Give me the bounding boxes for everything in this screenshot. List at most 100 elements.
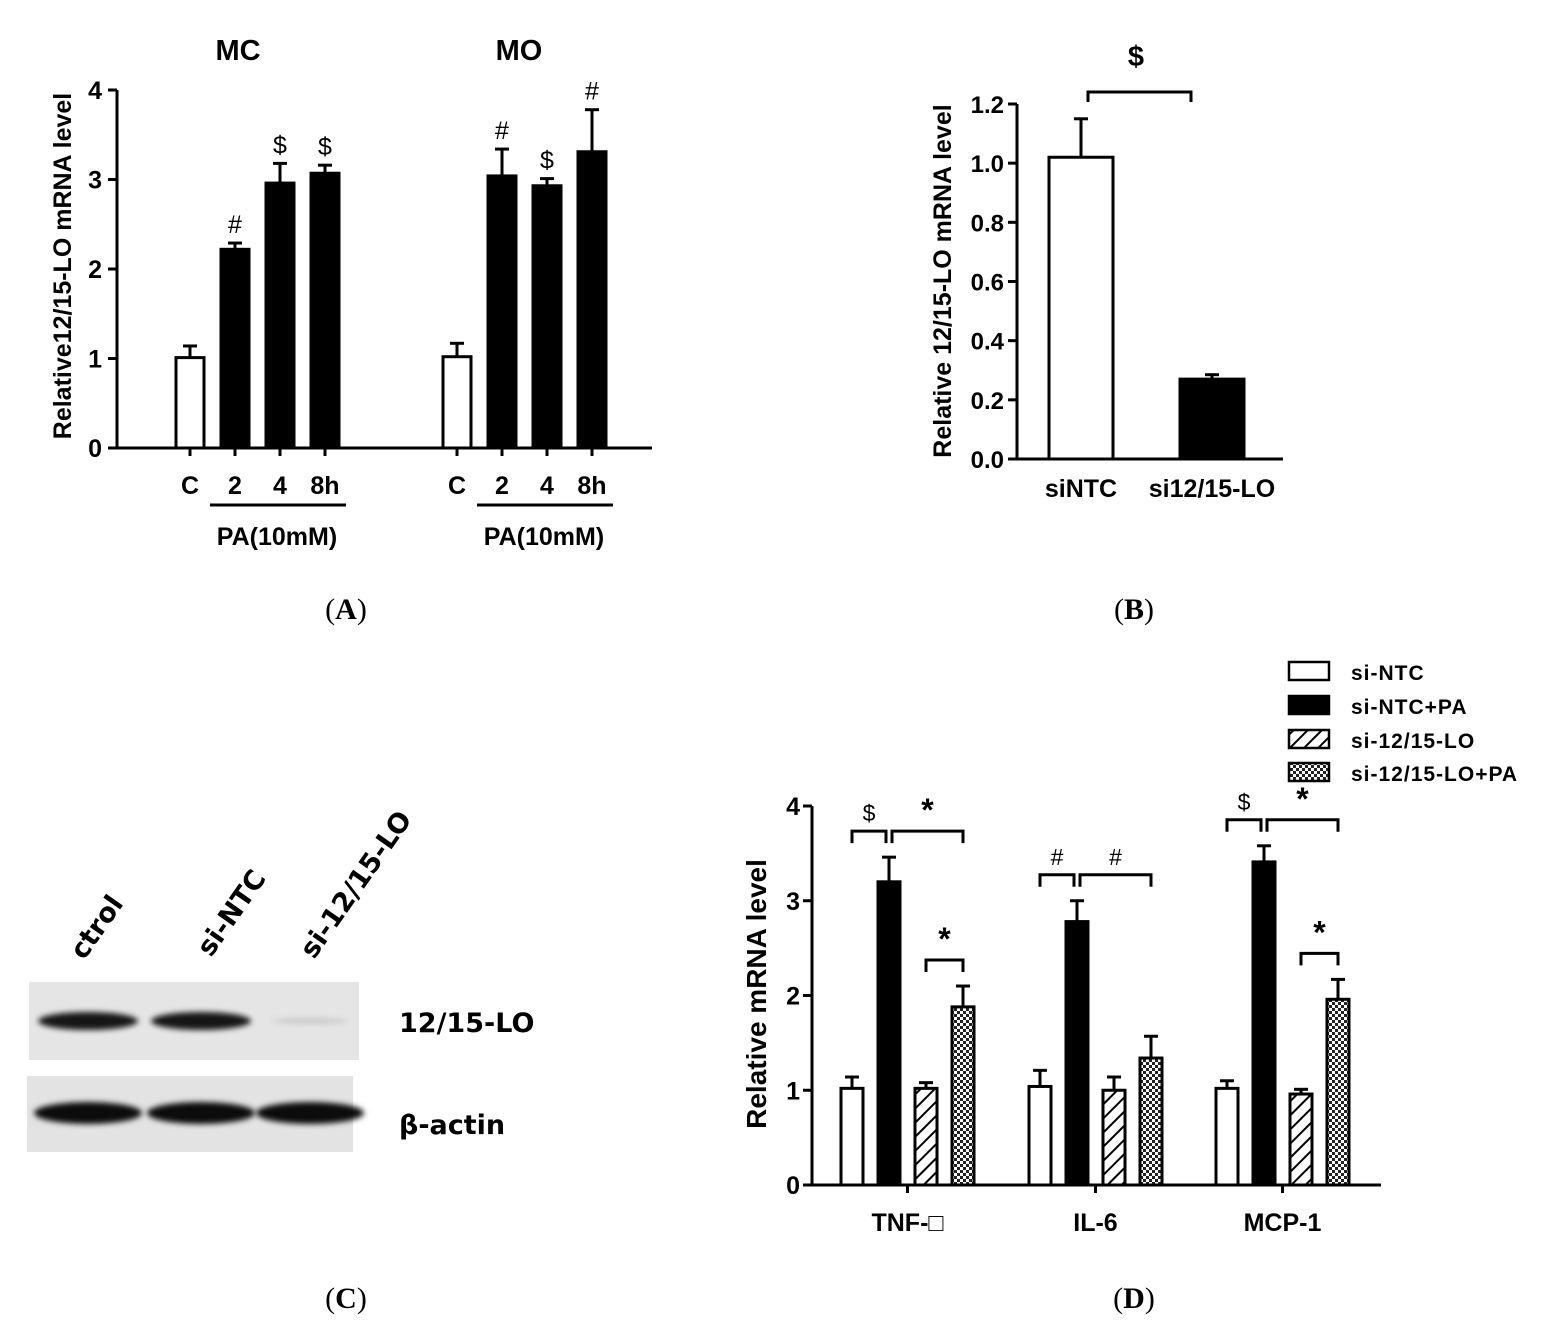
blot-lane-label-si-ntc: si-NTC bbox=[191, 864, 272, 962]
panel-a-significance-mark: $ bbox=[273, 131, 287, 159]
panel-d-x-tick-label: IL-6 bbox=[1073, 1209, 1117, 1237]
panel-d-legend-swatch bbox=[1287, 728, 1331, 750]
panel-a-bar bbox=[441, 355, 473, 450]
panel-d-legend: si-NTC si-NTC+PA si-12/15-LO si-12/15-LO+PA bbox=[1287, 660, 1518, 786]
panel-d-significance-mark: * bbox=[1296, 781, 1309, 817]
panel-d-legend-label: si-NTC bbox=[1351, 662, 1425, 685]
caption-b: (B) bbox=[1114, 593, 1154, 626]
panel-a-group-title-mo: MO bbox=[496, 35, 543, 67]
panel-a-bar bbox=[264, 181, 296, 450]
panel-d-legend-label: si-NTC+PA bbox=[1351, 696, 1468, 719]
panel-d-bar bbox=[839, 1086, 865, 1187]
panel-a-x-tick-label: 8h bbox=[577, 472, 606, 500]
panel-b-significance-bracket bbox=[1086, 90, 1193, 102]
panel-d-significance-mark: # bbox=[1109, 844, 1122, 870]
panel-d-legend-label: si-12/15-LO bbox=[1351, 730, 1475, 753]
panel-d-x-tick-label: TNF-□ bbox=[871, 1209, 944, 1237]
panel-a-y-tick-label: 3 bbox=[88, 167, 102, 195]
panel-d-legend-swatch bbox=[1287, 694, 1331, 716]
panel-d-bar bbox=[1288, 1092, 1314, 1187]
panel-d-significance-mark: $ bbox=[863, 800, 876, 826]
panel-b-x-tick-label: siNTC bbox=[1045, 475, 1117, 503]
panel-b-chart: 0.0 0.2 0.4 0.6 0.8 1.0 1.2 siNTC si12/15-LO Re… bbox=[929, 41, 1283, 503]
panel-d-y-tick-label: 0 bbox=[786, 1172, 800, 1200]
panel-d-significance-mark: * bbox=[921, 792, 934, 828]
panel-b-y-tick-label: 1.0 bbox=[971, 151, 1004, 178]
panel-b-bar bbox=[1178, 377, 1246, 461]
panel-b-y-label: Relative 12/15-LO mRNA level bbox=[929, 104, 957, 457]
panel-a-bar bbox=[486, 174, 518, 450]
panel-d-legend-label: si-12/15-LO+PA bbox=[1351, 763, 1518, 786]
panel-a-pa-label-mo: PA(10mM) bbox=[484, 523, 604, 551]
panel-d-bar bbox=[1138, 1056, 1164, 1187]
panel-a-group-title-mc: MC bbox=[215, 35, 260, 67]
blot-band bbox=[151, 1012, 251, 1030]
panel-a-chart: 0 1 2 3 4 C 2 #4 $8h $ C 2 #4 $8h # Relative12/15-LO … bbox=[49, 35, 652, 551]
blot-band bbox=[256, 1102, 364, 1124]
blot-band bbox=[272, 1018, 348, 1024]
panel-a-y-tick-label: 0 bbox=[88, 435, 102, 463]
panel-d-legend-swatch bbox=[1287, 761, 1331, 783]
panel-d-significance-bracket bbox=[890, 829, 965, 844]
panel-a-bar bbox=[174, 356, 206, 450]
blot-row-label-beta-actin: β-actin bbox=[399, 1110, 505, 1141]
panel-b-y-tick-label: 0.2 bbox=[971, 388, 1004, 415]
panel-b-y-tick-label: 0.4 bbox=[971, 329, 1005, 356]
panel-d-x-tick-label: MCP-1 bbox=[1244, 1209, 1322, 1237]
panel-d-y-tick-label: 1 bbox=[786, 1077, 800, 1105]
caption-d: (D) bbox=[1113, 1282, 1155, 1315]
panel-a-bar bbox=[219, 247, 251, 450]
blot-lane-label-ctrol: ctrol bbox=[64, 890, 130, 965]
panel-d-significance-bracket bbox=[1225, 818, 1263, 832]
panel-d-bar bbox=[1251, 860, 1277, 1187]
panel-a-significance-mark: $ bbox=[540, 147, 554, 175]
panel-d-chart: 0 1 2 3 4 TNF-□ IL-6 MCP-1 $ * * # # $ * * Relative m… bbox=[741, 660, 1518, 1237]
panel-d-y-tick-label: 4 bbox=[786, 793, 800, 821]
panel-d-bar bbox=[1214, 1086, 1240, 1187]
panel-a-y-label: Relative12/15-LO mRNA level bbox=[49, 93, 77, 439]
panel-a-x-tick-label: 4 bbox=[273, 472, 287, 500]
panel-a-x-tick-label: C bbox=[181, 472, 199, 500]
panel-d-significance-bracket bbox=[850, 829, 888, 844]
panel-d-bar bbox=[1027, 1084, 1053, 1187]
panel-a-bar bbox=[309, 171, 341, 450]
blot-band bbox=[34, 1102, 142, 1124]
panel-b-y-tick-label: 0.8 bbox=[971, 210, 1004, 237]
panel-b-y-tick-label: 0.6 bbox=[971, 270, 1004, 297]
panel-a-x-tick-label: 8h bbox=[310, 472, 339, 500]
panel-a-significance-mark: # bbox=[585, 78, 599, 106]
panel-b-significance-mark: $ bbox=[1128, 41, 1144, 73]
panel-d-legend-swatch bbox=[1287, 660, 1331, 682]
panel-a-significance-mark: # bbox=[228, 211, 242, 239]
panel-d-bar bbox=[876, 880, 902, 1187]
caption-a: (A) bbox=[325, 593, 367, 626]
panel-a-bar bbox=[576, 150, 608, 450]
panel-d-significance-bracket bbox=[1299, 951, 1340, 966]
panel-d-significance-bracket bbox=[924, 958, 965, 973]
panel-a-x-tick-label: C bbox=[448, 472, 466, 500]
panel-a-x-tick-label: 2 bbox=[228, 472, 242, 500]
panel-a-x-tick-label: 2 bbox=[495, 472, 509, 500]
panel-d-significance-mark: $ bbox=[1238, 789, 1251, 815]
panel-a-bar bbox=[531, 184, 563, 450]
blot-band bbox=[147, 1102, 255, 1124]
panel-d-y-label: Relative mRNA level bbox=[741, 859, 772, 1129]
panel-d-bar bbox=[1101, 1088, 1127, 1187]
panel-d-significance-mark: # bbox=[1051, 844, 1064, 870]
panel-a-significance-mark: $ bbox=[318, 133, 332, 161]
panel-b-y-tick-label: 1.2 bbox=[971, 92, 1004, 119]
panel-a-y-tick-label: 2 bbox=[88, 256, 102, 284]
panel-d-bar bbox=[950, 1005, 976, 1187]
panel-d-significance-bracket bbox=[1038, 873, 1076, 887]
panel-a-x-tick-label: 4 bbox=[540, 472, 554, 500]
panel-b-y-tick-label: 0.0 bbox=[971, 447, 1004, 474]
panel-b-x-tick-label: si12/15-LO bbox=[1149, 475, 1275, 503]
blot-lane-label-si-12-15-lo: si-12/15-LO bbox=[294, 805, 418, 964]
panel-d-bar bbox=[1325, 997, 1351, 1187]
panel-d-y-tick-label: 3 bbox=[786, 888, 800, 916]
panel-a-y-tick-label: 1 bbox=[88, 346, 102, 374]
panel-d-significance-mark: * bbox=[938, 921, 951, 957]
blot-row-label-12-15-lo: 12/15-LO bbox=[399, 1008, 534, 1039]
blot-band bbox=[38, 1012, 138, 1030]
